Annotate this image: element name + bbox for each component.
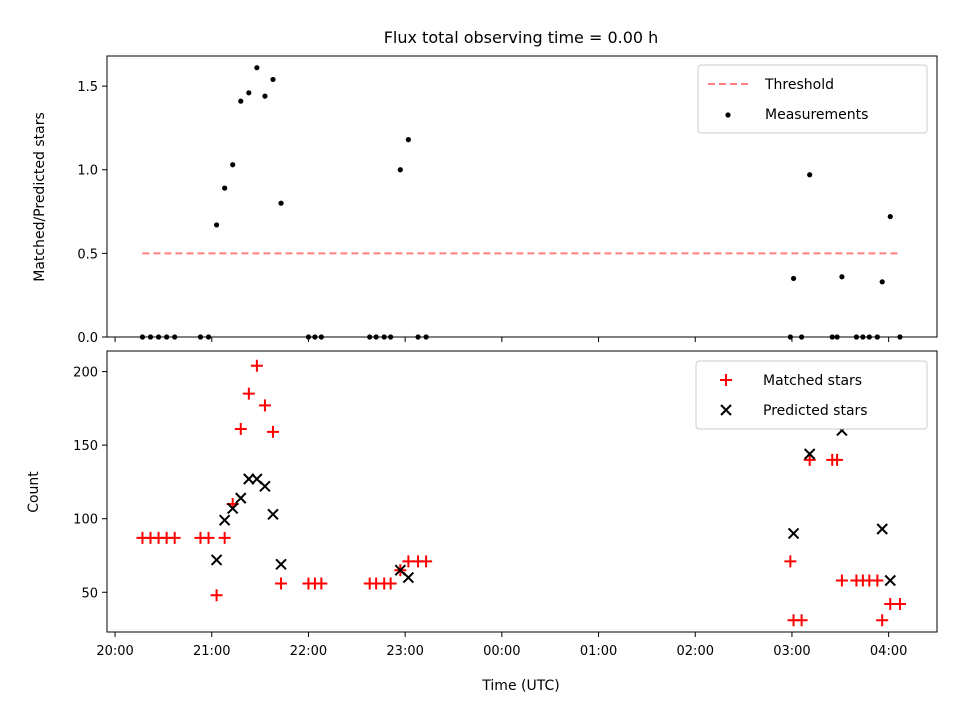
x-tick-label: 04:00 — [870, 644, 907, 659]
matched-stars-point — [835, 574, 848, 587]
matched-stars-point — [871, 574, 884, 587]
measurements-point — [807, 172, 813, 178]
matched-stars-point — [803, 453, 816, 466]
x-tick-label: 01:00 — [580, 644, 617, 659]
matched-stars-point — [250, 359, 263, 372]
matched-stars-point — [384, 577, 397, 590]
measurements-point — [879, 279, 885, 285]
matched-stars-point — [202, 531, 215, 544]
y-tick-label: 1.0 — [77, 164, 98, 179]
predicted-stars-point — [787, 527, 800, 540]
matched-stars-legend-label: Matched stars — [763, 373, 862, 389]
predicted-stars-point — [267, 508, 279, 521]
measurements-point — [790, 275, 797, 282]
predicted-stars-point — [884, 574, 896, 587]
measurements-point — [405, 137, 411, 143]
matched-stars-legend-swatch — [720, 374, 732, 386]
top-panel: Flux total observing time = 0.00 h 0.00.… — [32, 28, 938, 346]
predicted-stars-point — [803, 448, 816, 460]
x-tick-label: 23:00 — [386, 644, 423, 659]
x-tick-label: 03:00 — [773, 644, 810, 659]
y-tick-label: 1.5 — [77, 80, 98, 95]
bottom-axes-frame — [106, 350, 938, 633]
bottom-legend: Matched stars Predicted stars — [695, 360, 928, 430]
matched-stars-point — [784, 555, 797, 568]
predicted-stars-point — [275, 558, 287, 571]
matched-stars-point — [893, 598, 906, 611]
measurements-point — [230, 162, 236, 168]
matched-stars-point — [234, 422, 247, 435]
x-tick-label: 02:00 — [677, 644, 714, 659]
predicted-stars-point — [227, 502, 239, 515]
predicted-stars-point — [259, 480, 271, 493]
measurements-point — [213, 222, 220, 228]
predicted-stars-point — [876, 523, 888, 535]
y-tick-label: 200 — [73, 366, 98, 381]
predicted-stars-legend-label: Predicted stars — [763, 403, 868, 419]
top-y-axis-label: Matched/Predicted stars — [32, 112, 48, 282]
matched-stars-point — [258, 399, 271, 412]
x-tick-label: 21:00 — [193, 644, 230, 659]
bottom-plot-area: 20:00 21:00 22:00 23:00 00:00 01:00 02:00 03:00… — [73, 359, 907, 659]
measurements-point — [238, 98, 244, 104]
matched-stars-point — [795, 614, 808, 627]
matched-stars-point — [242, 387, 255, 400]
predicted-stars-point — [402, 571, 415, 584]
x-tick-label: 20:00 — [96, 644, 133, 659]
matched-stars-point — [210, 589, 223, 602]
chart-title: Flux total observing time = 0.00 h — [384, 28, 659, 47]
matched-stars-point — [315, 577, 328, 590]
predicted-stars-legend-swatch — [720, 404, 732, 416]
measurements-point — [397, 167, 403, 173]
matched-stars-point — [876, 614, 889, 627]
predicted-stars-point — [218, 514, 231, 526]
top-axes-frame — [106, 55, 938, 338]
matched-stars-point — [831, 453, 844, 466]
measurements-point — [839, 274, 845, 280]
bottom-legend-box — [695, 360, 928, 430]
top-legend: Threshold Measurements — [697, 64, 928, 134]
predicted-stars-point — [210, 554, 223, 566]
y-tick-label: 0.0 — [77, 331, 98, 346]
y-tick-label: 100 — [73, 513, 98, 528]
y-tick-label: 0.5 — [77, 247, 98, 262]
measurements-legend-label: Measurements — [765, 107, 868, 123]
x-tick-label: 00:00 — [483, 644, 520, 659]
top-plot-area: 0.0 0.5 1.0 1.5 — [77, 65, 903, 346]
matched-stars-point — [420, 555, 433, 568]
measurements-point — [222, 185, 228, 191]
predicted-stars-point — [235, 492, 247, 504]
matched-stars-point — [218, 531, 231, 544]
x-axis-label: Time (UTC) — [481, 678, 559, 694]
matched-stars-point — [267, 425, 279, 438]
x-tick-label: 22:00 — [290, 644, 327, 659]
y-tick-label: 50 — [81, 586, 98, 601]
matched-stars-point — [275, 577, 288, 590]
measurements-point — [246, 90, 252, 96]
top-legend-box — [697, 64, 928, 134]
threshold-legend-label: Threshold — [764, 77, 834, 93]
measurements-legend-swatch — [725, 112, 731, 118]
measurements-point — [278, 200, 284, 206]
measurements-point — [254, 65, 260, 71]
y-tick-label: 150 — [73, 439, 98, 454]
measurements-point — [887, 213, 893, 220]
bottom-panel: 20:00 21:00 22:00 23:00 00:00 01:00 02:00 03:00… — [26, 350, 938, 694]
bottom-y-axis-label: Count — [26, 471, 42, 513]
measurements-point — [270, 76, 276, 83]
measurements-point — [262, 93, 268, 99]
matched-stars-point — [168, 531, 181, 544]
